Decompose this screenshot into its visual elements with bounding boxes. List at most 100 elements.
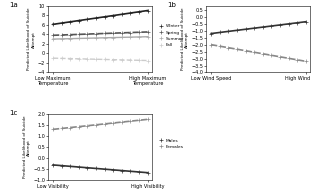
Females — [261, 53, 265, 55]
Winter — [129, 12, 132, 14]
Males — [295, 22, 299, 24]
Winter — [120, 13, 124, 15]
Line: Males: Males — [209, 20, 307, 35]
Y-axis label: Predicted Likelihood of Suicide
Attempt: Predicted Likelihood of Suicide Attempt — [27, 8, 36, 70]
Legend: Winter, Spring, Summer, Fall: Winter, Spring, Summer, Fall — [157, 24, 184, 47]
Summer — [85, 37, 89, 39]
Males — [244, 28, 247, 30]
Spring — [94, 33, 98, 35]
Winter — [68, 21, 72, 23]
Fall — [68, 57, 72, 60]
Summer — [137, 36, 141, 38]
Spring — [77, 33, 81, 36]
Summer — [129, 36, 132, 38]
Summer — [111, 36, 115, 39]
Y-axis label: Predicted Likelihood of Suicide
Attempt: Predicted Likelihood of Suicide Attempt — [22, 116, 31, 178]
Winter — [146, 9, 149, 12]
Males — [94, 167, 98, 170]
Males — [85, 167, 89, 169]
Winter — [111, 14, 115, 17]
Spring — [51, 34, 55, 36]
Spring — [120, 32, 124, 34]
Summer — [77, 37, 81, 40]
Spring — [111, 32, 115, 34]
Fall — [77, 58, 81, 60]
Fall — [51, 57, 55, 59]
Males — [129, 170, 132, 172]
Winter — [77, 19, 81, 22]
Males — [146, 171, 149, 174]
Line: Females: Females — [51, 118, 149, 131]
Males — [261, 26, 265, 28]
Females — [218, 45, 222, 47]
Spring — [60, 34, 64, 36]
Females — [129, 120, 132, 122]
Females — [252, 51, 256, 53]
Females — [146, 118, 149, 121]
Females — [295, 59, 299, 61]
Males — [120, 169, 124, 172]
Text: 1b: 1b — [167, 2, 176, 8]
Males — [218, 31, 222, 34]
Line: Winter: Winter — [51, 9, 149, 26]
Males — [77, 166, 81, 168]
Fall — [146, 59, 149, 62]
Spring — [129, 31, 132, 34]
Summer — [120, 36, 124, 39]
Spring — [137, 31, 141, 33]
Females — [111, 122, 115, 124]
Females — [77, 126, 81, 128]
Text: 1c: 1c — [9, 110, 17, 116]
Winter — [51, 23, 55, 26]
Females — [85, 125, 89, 127]
Fall — [94, 58, 98, 60]
Winter — [94, 17, 98, 19]
Y-axis label: Predicted Likelihood of Suicide
Attempt: Predicted Likelihood of Suicide Attempt — [181, 8, 189, 70]
Summer — [68, 37, 72, 40]
Females — [287, 57, 290, 60]
Males — [270, 25, 273, 27]
Females — [68, 126, 72, 129]
Summer — [103, 37, 106, 39]
Males — [227, 30, 230, 33]
Females — [244, 50, 247, 52]
Winter — [103, 16, 106, 18]
Males — [287, 23, 290, 25]
Fall — [103, 58, 106, 61]
Summer — [51, 38, 55, 40]
Spring — [146, 31, 149, 33]
Females — [227, 46, 230, 49]
Males — [278, 24, 282, 26]
Legend: Males, Females: Males, Females — [157, 139, 184, 149]
Summer — [60, 38, 64, 40]
Females — [270, 54, 273, 56]
Winter — [60, 22, 64, 24]
Line: Summer: Summer — [51, 35, 149, 41]
Text: 1a: 1a — [9, 2, 17, 8]
Line: Females: Females — [209, 43, 307, 63]
Spring — [85, 33, 89, 35]
Spring — [68, 34, 72, 36]
Females — [120, 121, 124, 123]
Fall — [129, 59, 132, 61]
Females — [103, 123, 106, 125]
Spring — [103, 32, 106, 35]
Females — [60, 127, 64, 130]
Line: Fall: Fall — [51, 56, 149, 62]
Males — [68, 165, 72, 167]
Line: Males: Males — [51, 163, 149, 175]
Line: Spring: Spring — [51, 30, 149, 37]
Females — [209, 44, 213, 46]
Males — [304, 21, 308, 23]
Males — [111, 169, 115, 171]
Males — [252, 27, 256, 29]
Fall — [137, 59, 141, 61]
Males — [51, 164, 55, 166]
Fall — [111, 59, 115, 61]
Females — [235, 48, 239, 50]
Females — [304, 60, 308, 62]
Winter — [85, 18, 89, 21]
Males — [60, 165, 64, 167]
Males — [137, 171, 141, 173]
Fall — [120, 59, 124, 61]
